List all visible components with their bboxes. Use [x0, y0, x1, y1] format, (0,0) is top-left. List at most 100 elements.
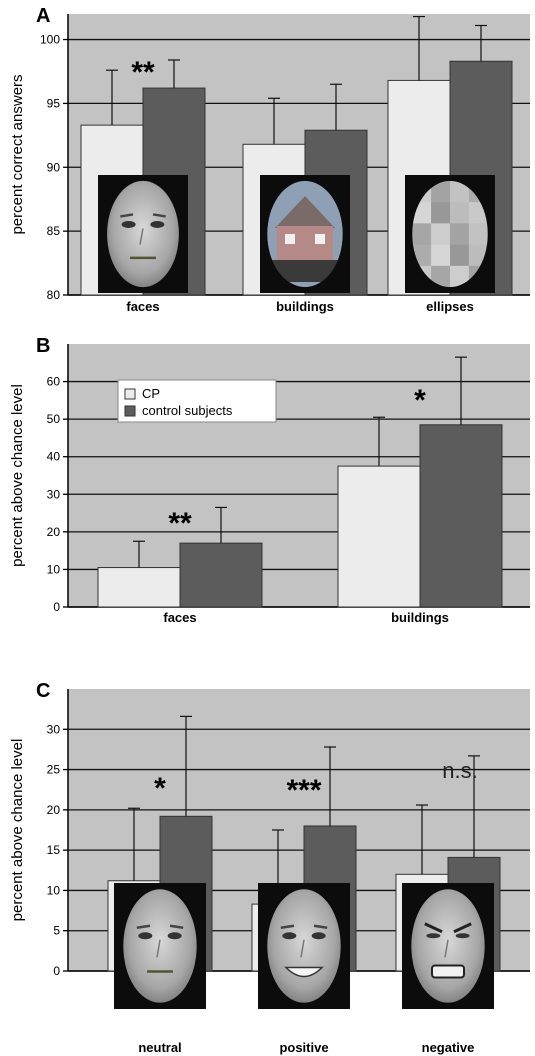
y-tick-label: 90 — [47, 160, 61, 174]
y-tick-label: 60 — [47, 375, 61, 389]
eye — [455, 933, 470, 939]
significance-label: * — [414, 384, 426, 417]
mosaic-tile — [450, 265, 469, 288]
y-tick-label: 0 — [53, 964, 60, 978]
mosaic-tile — [412, 223, 432, 245]
face-smiling-icon — [258, 883, 350, 1009]
y-tick-label: 25 — [47, 763, 61, 777]
significance-label: *** — [286, 774, 321, 807]
eye — [138, 932, 153, 940]
nose — [300, 939, 305, 958]
y-tick-label: 30 — [47, 722, 61, 736]
brow — [453, 922, 472, 934]
bar-control — [179, 542, 263, 608]
ellipse-mosaic-icon — [405, 175, 495, 293]
x-tick-label: negative — [422, 1040, 475, 1055]
mosaic-tile — [450, 202, 469, 224]
y-axis-label: percent correct answers — [9, 74, 26, 234]
y-tick-label: 100 — [40, 33, 60, 47]
x-tick-label: faces — [126, 299, 159, 314]
eye — [311, 932, 326, 940]
y-tick-label: 0 — [53, 600, 60, 614]
x-tick-label: buildings — [391, 610, 449, 625]
y-tick-label: 40 — [47, 450, 61, 464]
mouth — [284, 966, 324, 978]
y-tick-label: 10 — [47, 883, 61, 897]
bar-cp — [337, 465, 421, 608]
y-tick-label: 95 — [47, 96, 61, 110]
y-tick-label: 50 — [47, 412, 61, 426]
eye — [167, 932, 182, 940]
y-tick-label: 10 — [47, 562, 61, 576]
nose — [156, 939, 161, 958]
x-tick-label: buildings — [276, 299, 334, 314]
legend-swatch — [124, 405, 136, 417]
mosaic-tile — [450, 223, 469, 245]
significance-label: ** — [131, 56, 155, 89]
y-tick-label: 15 — [47, 843, 61, 857]
mosaic-tile — [431, 223, 450, 245]
bar-control — [419, 424, 503, 608]
face-oval — [107, 180, 179, 288]
legend-box — [117, 379, 277, 423]
legend-swatch — [124, 388, 136, 400]
panel-letter: B — [36, 335, 50, 357]
mouth — [431, 964, 465, 979]
roof — [275, 196, 335, 228]
y-tick-label: 80 — [47, 288, 61, 302]
nose — [444, 939, 449, 958]
face-angry-icon — [402, 883, 494, 1009]
face-neutral-icon — [98, 175, 188, 293]
panel-letter: A — [36, 5, 50, 27]
face-oval — [267, 889, 341, 1003]
face-oval — [123, 889, 197, 1003]
face-neutral-icon — [114, 883, 206, 1009]
porch — [269, 260, 341, 282]
window — [315, 234, 325, 244]
panel-letter: C — [36, 680, 50, 702]
mosaic-tile — [431, 180, 450, 203]
significance-label: ** — [168, 507, 192, 540]
window — [285, 234, 295, 244]
building-icon — [260, 175, 350, 293]
brow — [120, 213, 134, 218]
x-tick-label: faces — [163, 610, 196, 625]
house-wall — [277, 226, 333, 266]
y-tick-label: 20 — [47, 803, 61, 817]
y-tick-label: 30 — [47, 487, 61, 501]
brow — [169, 924, 184, 930]
y-tick-label: 5 — [53, 924, 60, 938]
legend-label: CP — [142, 386, 160, 401]
mosaic-tile — [450, 244, 469, 266]
y-tick-label: 85 — [47, 224, 61, 238]
significance-label: * — [154, 772, 166, 805]
significance-label: n.s. — [442, 758, 477, 783]
brow — [152, 213, 166, 218]
x-tick-label: neutral — [138, 1040, 181, 1055]
mosaic-tile — [468, 223, 488, 245]
eye — [121, 220, 136, 228]
mosaic-tile — [431, 202, 450, 224]
brow — [136, 924, 151, 930]
mosaic-tile — [431, 265, 450, 288]
nose — [139, 228, 144, 245]
face-oval — [411, 889, 485, 1003]
eye — [150, 220, 165, 228]
y-axis-label: percent above chance level — [9, 739, 26, 922]
bar-cp — [97, 567, 181, 608]
x-tick-label: positive — [279, 1040, 328, 1055]
eye — [426, 933, 441, 939]
brow — [424, 922, 443, 934]
brow — [313, 924, 328, 930]
y-tick-label: 20 — [47, 525, 61, 539]
oval-mask — [260, 175, 350, 293]
mosaic-tile — [450, 180, 469, 203]
mosaic-tile — [431, 244, 450, 266]
legend: CP control subjects — [117, 379, 277, 423]
brow — [280, 924, 295, 930]
legend-label: control subjects — [142, 403, 233, 418]
